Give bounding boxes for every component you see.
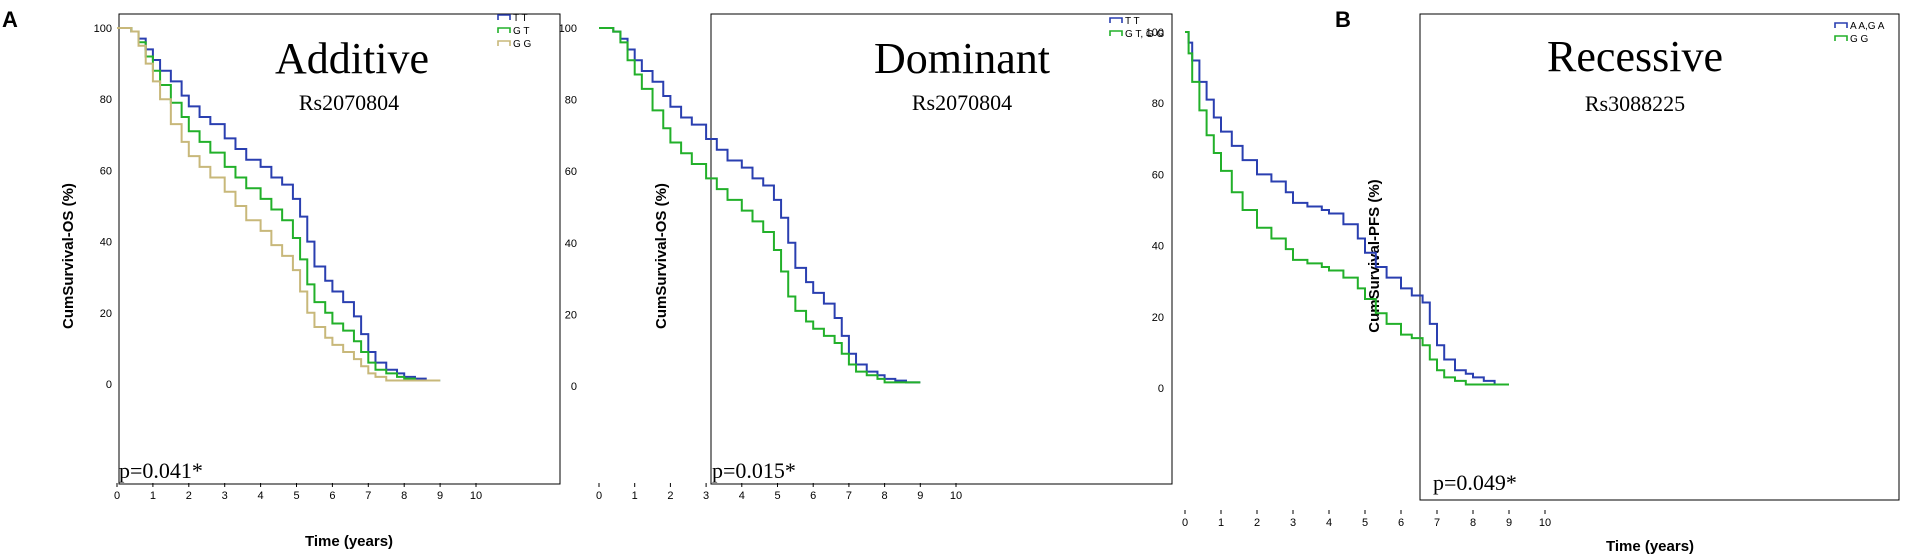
x-tick-label: 9: [437, 490, 443, 502]
x-tick-label: 6: [810, 490, 816, 502]
y-tick-label: 20: [1152, 312, 1164, 324]
y-tick-label: 80: [100, 94, 112, 106]
x-tick-label: 9: [917, 490, 923, 502]
chart-additive: Additive Rs2070804 p=0.041* Time (years)…: [60, 13, 561, 550]
y-axis-label: CumSurvival-OS (%): [60, 183, 77, 329]
x-tick-label: 6: [329, 490, 335, 502]
legend-swatch: [497, 40, 511, 46]
chart-recessive: Recessive Rs3088225 p=0.049* Time (years…: [1146, 13, 1900, 555]
x-tick-label: 2: [1254, 517, 1260, 529]
chart-subtitle: Rs3088225: [1585, 91, 1685, 116]
x-tick-label: 1: [150, 490, 156, 502]
x-tick-label: 9: [1506, 517, 1512, 529]
x-tick-label: 3: [703, 490, 709, 502]
x-tick-label: 5: [293, 490, 299, 502]
survival-curve: [117, 27, 441, 382]
panel-label-a: A: [2, 7, 18, 32]
x-tick-label: 4: [1326, 517, 1332, 529]
legend-swatch: [497, 14, 511, 20]
x-tick-label: 5: [1362, 517, 1368, 529]
x-axis-label: Time (years): [1606, 538, 1694, 555]
plot-frame: [710, 13, 1173, 485]
x-tick-label: 4: [739, 490, 745, 502]
y-tick-label: 100: [1146, 27, 1164, 39]
x-tick-label: 8: [882, 490, 888, 502]
y-tick-label: 0: [1158, 383, 1164, 395]
y-tick-label: 80: [1152, 98, 1164, 110]
y-axis-label: CumSurvival-PFS (%): [1366, 179, 1383, 332]
x-tick-label: 7: [846, 490, 852, 502]
x-tick-label: 6: [1398, 517, 1404, 529]
survival-curve: [1185, 31, 1509, 386]
x-tick-label: 0: [1182, 517, 1188, 529]
legend-label: A A,G A: [1850, 21, 1885, 32]
x-tick-label: 1: [1218, 517, 1224, 529]
x-tick-label: 10: [470, 490, 482, 502]
plot-frame: [1419, 13, 1900, 501]
legend-label: G G: [513, 39, 532, 50]
p-value: p=0.049*: [1433, 470, 1517, 495]
y-tick-label: 60: [100, 165, 112, 177]
chart-dominant: Dominant Rs2070804 p=0.015* CumSurvival-…: [559, 13, 1173, 502]
x-tick-label: 10: [1539, 517, 1551, 529]
x-tick-label: 4: [258, 490, 264, 502]
x-tick-label: 8: [401, 490, 407, 502]
x-tick-label: 10: [950, 490, 962, 502]
y-tick-label: 40: [565, 238, 577, 250]
p-value: p=0.015*: [712, 458, 796, 483]
legend-label: G G: [1850, 34, 1869, 45]
legend-label: T T: [513, 13, 528, 24]
legend-label: G T, G G: [1125, 29, 1164, 40]
x-tick-label: 1: [632, 490, 638, 502]
chart-title: Dominant: [874, 34, 1050, 83]
legend-swatch: [1109, 30, 1123, 36]
chart-title: Additive: [275, 34, 429, 83]
x-tick-label: 0: [596, 490, 602, 502]
y-tick-label: 40: [100, 237, 112, 249]
y-tick-label: 100: [559, 23, 577, 35]
chart-subtitle: Rs2070804: [299, 90, 399, 115]
x-tick-label: 3: [1290, 517, 1296, 529]
y-tick-label: 20: [565, 309, 577, 321]
legend-swatch: [1109, 17, 1123, 23]
legend-swatch: [1834, 35, 1848, 41]
panel-label-b: B: [1335, 7, 1351, 32]
survival-curve: [1185, 31, 1509, 386]
chart-title: Recessive: [1547, 32, 1723, 81]
y-axis-label: CumSurvival-OS (%): [653, 183, 670, 329]
legend-swatch: [1834, 22, 1848, 28]
x-tick-label: 2: [186, 490, 192, 502]
plot-frame: [118, 13, 561, 485]
y-tick-label: 100: [94, 23, 112, 35]
chart-subtitle: Rs2070804: [912, 90, 1012, 115]
x-tick-label: 3: [222, 490, 228, 502]
x-tick-label: 7: [365, 490, 371, 502]
y-tick-label: 0: [106, 379, 112, 391]
x-tick-label: 2: [667, 490, 673, 502]
survival-curve: [599, 27, 921, 384]
x-axis-label: Time (years): [305, 533, 393, 550]
legend-label: T T: [1125, 16, 1140, 27]
y-tick-label: 80: [565, 95, 577, 107]
x-tick-label: 5: [774, 490, 780, 502]
y-tick-label: 40: [1152, 241, 1164, 253]
legend-label: G T: [513, 26, 529, 37]
x-tick-label: 0: [114, 490, 120, 502]
y-tick-label: 0: [571, 381, 577, 393]
y-tick-label: 60: [1152, 169, 1164, 181]
legend-swatch: [497, 27, 511, 33]
p-value: p=0.041*: [119, 458, 203, 483]
x-tick-label: 7: [1434, 517, 1440, 529]
y-tick-label: 20: [100, 308, 112, 320]
x-tick-label: 8: [1470, 517, 1476, 529]
y-tick-label: 60: [565, 166, 577, 178]
